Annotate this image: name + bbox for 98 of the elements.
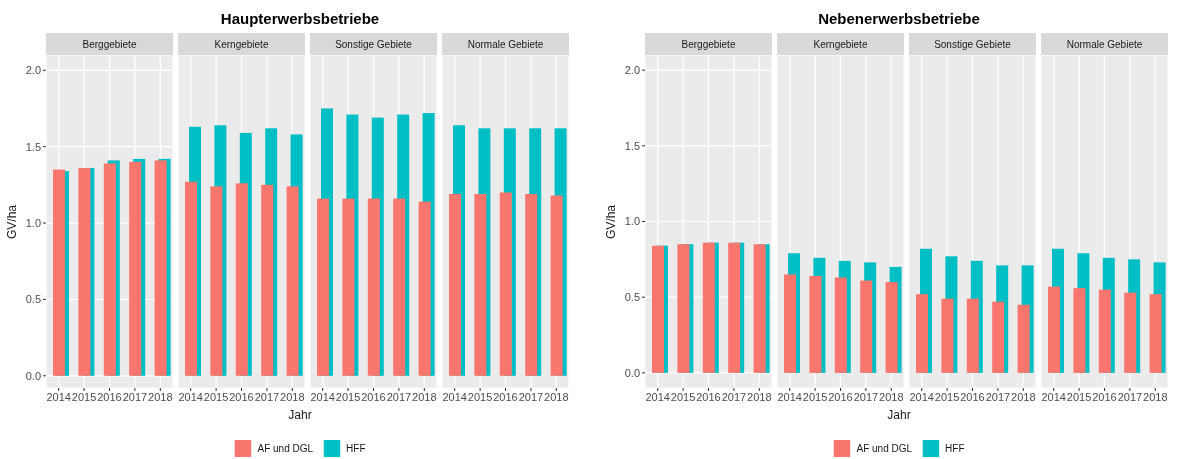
legend-label: HFF — [346, 443, 366, 454]
bar — [449, 194, 461, 376]
bar — [885, 282, 898, 373]
x-tick-label: 2016 — [828, 390, 853, 403]
x-tick-label: 2017 — [518, 390, 544, 403]
bar — [1073, 288, 1086, 373]
y-tick-label: 2.0 — [25, 64, 41, 77]
y-tick-label: 1.5 — [624, 139, 640, 152]
x-tick-label: 2017 — [386, 390, 412, 403]
y-axis-title: GV/ha — [604, 204, 618, 239]
chart-subtitle: Sonstige Gebiete — [310, 33, 437, 55]
x-tick-label: 2018 — [1011, 390, 1036, 403]
x-tick-label: 2016 — [229, 390, 254, 403]
bar — [966, 298, 979, 373]
bar — [261, 184, 274, 376]
x-tick-label: 2016 — [493, 390, 518, 403]
bar — [474, 194, 487, 376]
x-tick-label: 2016 — [696, 390, 721, 403]
chart-subtitle: Berggebiete — [645, 33, 772, 55]
bar — [342, 198, 355, 376]
y-tick-label: 0.5 — [25, 293, 41, 306]
x-tick-label: 2016 — [1092, 390, 1117, 403]
y-tick-label: 0.0 — [624, 366, 640, 379]
chart-subtitle: Sonstige Gebiete — [909, 33, 1036, 55]
chart-subtitle: Berggebiete — [46, 33, 173, 55]
x-axis-title: Jahr — [887, 408, 911, 422]
x-tick-label: 2018 — [148, 390, 173, 403]
x-tick-label: 2014 — [1041, 390, 1066, 403]
bar — [860, 280, 873, 373]
bar — [784, 274, 796, 373]
bar — [499, 192, 512, 376]
chart-title: Haupterwerbsbetriebe — [220, 10, 380, 27]
x-tick-label: 2015 — [335, 390, 361, 403]
x-tick-label: 2015 — [71, 390, 97, 403]
bar — [317, 198, 329, 376]
bar — [941, 298, 954, 373]
x-tick-label: 2016 — [97, 390, 122, 403]
bar — [834, 277, 847, 373]
y-tick-label: 2.0 — [624, 64, 640, 77]
x-tick-label: 2016 — [960, 390, 985, 403]
x-tick-label: 2014 — [909, 390, 934, 403]
x-tick-label: 2017 — [1117, 390, 1143, 403]
x-tick-label: 2014 — [645, 390, 670, 403]
x-tick-label: 2014 — [178, 390, 203, 403]
chart-subtitle: Kerngebiete — [178, 33, 305, 55]
bar — [185, 181, 197, 376]
bar — [235, 183, 248, 376]
x-tick-label: 2018 — [747, 390, 772, 403]
chart-subtitle: Kerngebiete — [777, 33, 904, 55]
bar — [286, 186, 299, 376]
x-tick-label: 2018 — [544, 390, 569, 403]
bar — [1124, 292, 1137, 373]
x-tick-label: 2014 — [310, 390, 335, 403]
bar — [418, 201, 431, 376]
bar — [1098, 289, 1111, 373]
x-tick-label: 2017 — [721, 390, 747, 403]
x-tick-label: 2015 — [203, 390, 229, 403]
y-tick-label: 0.5 — [624, 291, 640, 304]
x-tick-label: 2015 — [934, 390, 960, 403]
x-tick-label: 2014 — [777, 390, 802, 403]
x-tick-label: 2017 — [122, 390, 148, 403]
legend-label: AF und DGL — [856, 443, 913, 454]
x-tick-label: 2015 — [802, 390, 828, 403]
bar — [525, 194, 538, 376]
chart-title: Nebenerwerbsbetriebe — [818, 10, 980, 27]
bar — [992, 301, 1005, 373]
x-tick-label: 2018 — [1143, 390, 1168, 403]
x-tick-label: 2018 — [879, 390, 904, 403]
x-tick-label: 2018 — [412, 390, 437, 403]
bar — [393, 198, 406, 376]
x-tick-label: 2016 — [361, 390, 386, 403]
legend-label: AF und DGL — [257, 443, 314, 454]
legend-label: HFF — [945, 443, 965, 454]
bar — [367, 198, 380, 376]
y-axis-title: GV/ha — [5, 204, 19, 239]
x-tick-label: 2017 — [853, 390, 879, 403]
bar — [809, 275, 822, 373]
y-tick-label: 1.0 — [25, 216, 41, 229]
x-tick-label: 2018 — [280, 390, 305, 403]
x-tick-label: 2017 — [985, 390, 1011, 403]
x-tick-label: 2017 — [254, 390, 280, 403]
bar — [1149, 294, 1162, 373]
y-tick-label: 1.5 — [25, 140, 41, 153]
chart-subtitle: Normale Gebiete — [1041, 33, 1168, 55]
bar — [550, 195, 563, 376]
y-tick-label: 0.0 — [25, 369, 41, 382]
bar — [1017, 304, 1030, 373]
x-tick-label: 2015 — [467, 390, 493, 403]
y-tick-label: 1.0 — [624, 215, 640, 228]
x-tick-label: 2015 — [670, 390, 696, 403]
bar — [210, 186, 223, 376]
x-axis-title: Jahr — [288, 408, 312, 422]
chart-subtitle: Normale Gebiete — [442, 33, 569, 55]
bar — [1048, 286, 1060, 373]
x-tick-label: 2014 — [442, 390, 467, 403]
bar — [916, 294, 928, 373]
x-tick-label: 2014 — [46, 390, 71, 403]
x-tick-label: 2015 — [1066, 390, 1092, 403]
